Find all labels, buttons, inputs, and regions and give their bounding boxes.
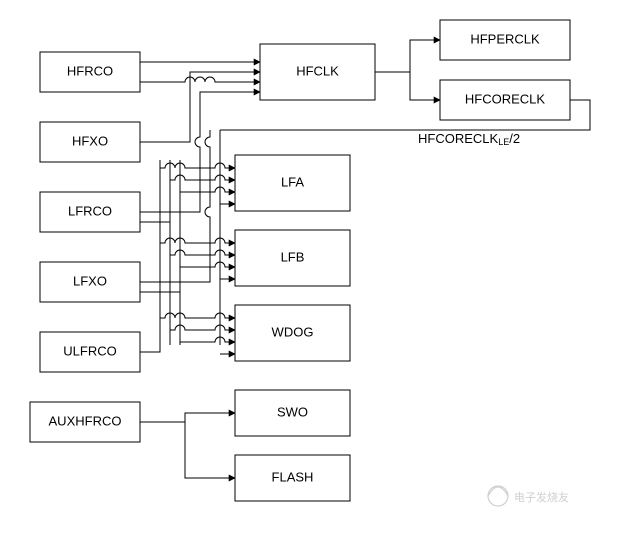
- wdog-node: WDOG: [235, 305, 350, 361]
- wire-lfa-in-2: [180, 187, 235, 192]
- wdog-label: WDOG: [272, 324, 314, 339]
- hfperclk-node: HFPERCLK: [440, 20, 570, 60]
- wire-lfb-in-0: [160, 238, 235, 243]
- wire-auxhfrco-swo: [185, 413, 235, 422]
- wire-wdog-in-0: [160, 313, 235, 318]
- swo-node: SWO: [235, 390, 350, 436]
- ulfrco-label: ULFRCO: [63, 343, 116, 358]
- svg-text:电子发烧友: 电子发烧友: [514, 490, 569, 504]
- swo-label: SWO: [277, 404, 308, 419]
- wire-hfclk-hfcoreclk: [410, 72, 440, 100]
- ulfrco-node: ULFRCO: [40, 332, 140, 372]
- wire-wdog-in-2: [180, 337, 235, 342]
- wire-lfb-in-2: [180, 262, 235, 267]
- annotation-hfcoreclk-le2: HFCORECLKLE/2: [418, 131, 520, 147]
- hfperclk-label: HFPERCLK: [470, 31, 540, 46]
- hfcoreclk-label: HFCORECLK: [465, 91, 546, 106]
- lfa-node: LFA: [235, 155, 350, 211]
- flash-label: FLASH: [272, 469, 314, 484]
- wire-auxhfrco-flash: [185, 422, 235, 478]
- hfrco-label: HFRCO: [67, 63, 113, 78]
- flash-node: FLASH: [235, 455, 350, 501]
- lfrco-label: LFRCO: [68, 203, 112, 218]
- wire-ulfrco-trunk: [140, 160, 160, 352]
- hfclk-label: HFCLK: [296, 63, 339, 78]
- hfrco-node: HFRCO: [40, 52, 140, 92]
- lfrco-node: LFRCO: [40, 192, 140, 232]
- auxhfrco-label: AUXHFRCO: [49, 413, 122, 428]
- lfb-label: LFB: [281, 249, 305, 264]
- hfxo-label: HFXO: [72, 133, 108, 148]
- lfa-label: LFA: [281, 174, 304, 189]
- lfxo-node: LFXO: [40, 262, 140, 302]
- wire-lfrco-trunk2: [140, 160, 170, 222]
- hfcoreclk-node: HFCORECLK: [440, 80, 570, 120]
- hfclk-node: HFCLK: [260, 44, 375, 100]
- hfxo-node: HFXO: [40, 122, 140, 162]
- wire-hfrco-hfclk-2: [140, 77, 260, 82]
- lfb-node: LFB: [235, 230, 350, 286]
- watermark: 电子发烧友: [488, 486, 569, 506]
- auxhfrco-node: AUXHFRCO: [30, 402, 140, 442]
- lfxo-label: LFXO: [73, 273, 107, 288]
- wire-lfa-in-0: [160, 163, 235, 168]
- wire-hfclk-hfperclk: [410, 40, 440, 72]
